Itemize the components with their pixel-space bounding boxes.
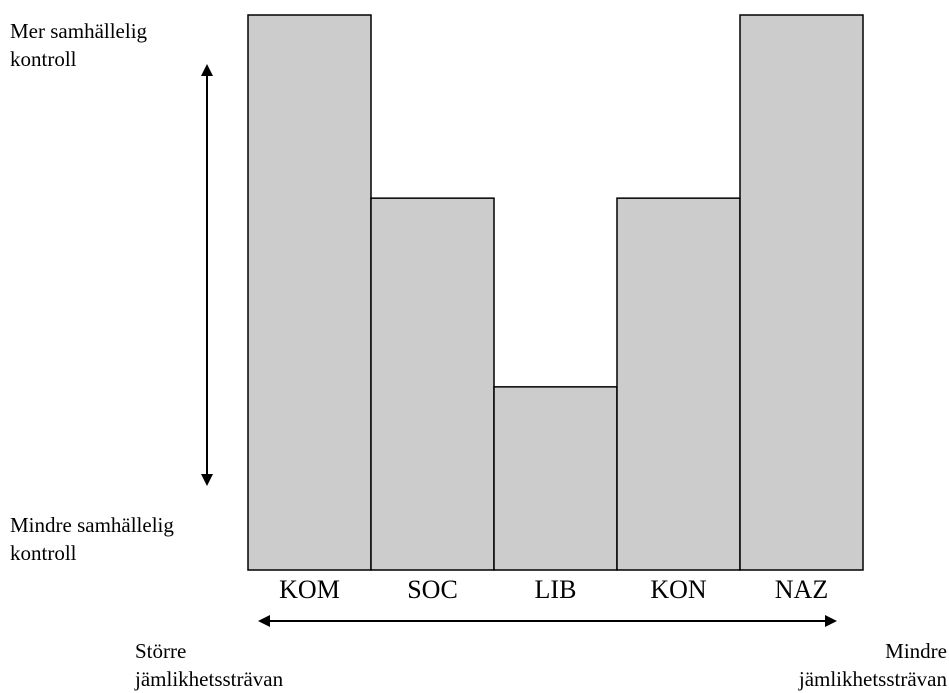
bars-group xyxy=(247,14,864,571)
x-axis-right-label-line2: jämlikhetssträvan xyxy=(798,667,947,691)
y-axis-top-label-line1: Mer samhällelig xyxy=(10,19,148,43)
category-label-lib: LIB xyxy=(535,575,577,604)
y-axis-top-label: Mer samhällelig kontroll xyxy=(10,17,147,73)
y-axis-bottom-label: Mindre samhällelig kontroll xyxy=(10,511,174,567)
x-axis-left-label-line2: jämlikhetssträvan xyxy=(135,667,284,691)
category-label-soc: SOC xyxy=(407,575,458,604)
y-axis-bottom-label-line1: Mindre samhällelig xyxy=(10,513,174,537)
bar-kon xyxy=(616,197,741,571)
x-axis-left-label: Större jämlikhetssträvan xyxy=(135,637,283,693)
y-axis-bottom-label-line2: kontroll xyxy=(10,541,77,565)
bar-naz xyxy=(739,14,864,571)
category-labels-group: KOM SOC LIB KON NAZ xyxy=(279,575,828,604)
category-label-naz: NAZ xyxy=(775,575,828,604)
y-axis-top-label-line2: kontroll xyxy=(10,47,77,71)
x-axis-left-label-line1: Större xyxy=(135,639,187,663)
x-axis-right-label: Mindre jämlikhetssträvan xyxy=(799,637,947,693)
bar-kom xyxy=(247,14,372,571)
bar-soc xyxy=(370,197,495,571)
x-axis-right-label-line1: Mindre xyxy=(885,639,947,663)
category-label-kon: KON xyxy=(650,575,707,604)
bar-lib xyxy=(493,386,618,571)
category-label-kom: KOM xyxy=(279,575,340,604)
